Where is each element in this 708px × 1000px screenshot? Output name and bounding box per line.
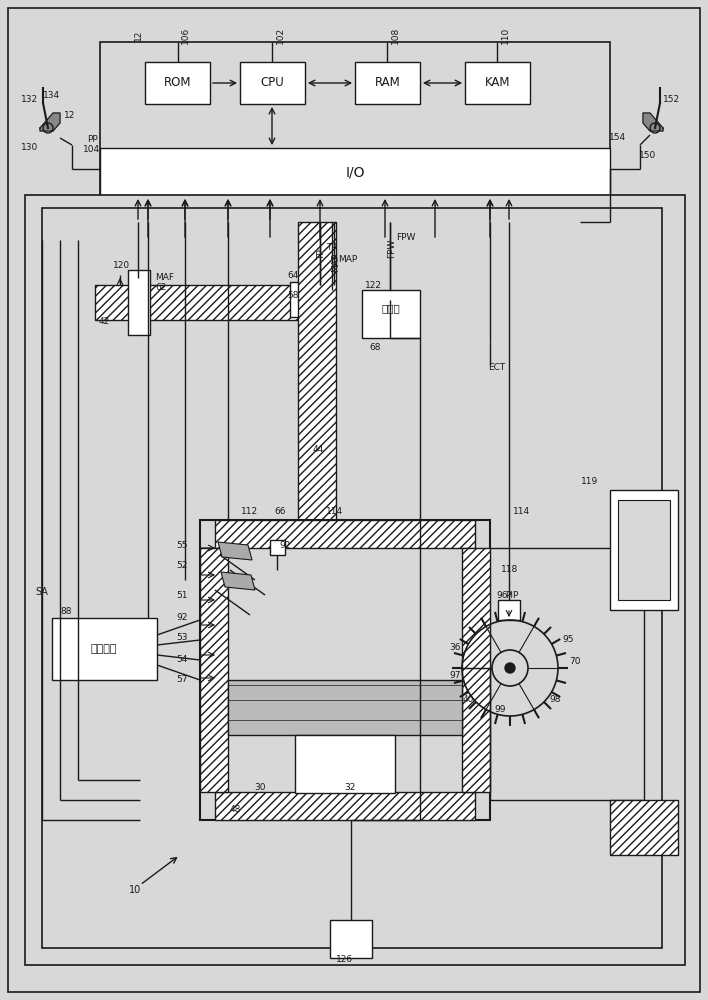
- Text: 51: 51: [176, 590, 188, 599]
- Polygon shape: [40, 113, 60, 131]
- Text: 102: 102: [275, 26, 285, 44]
- Bar: [610, 490, 678, 610]
- Text: 48: 48: [229, 806, 241, 814]
- Text: 54: 54: [176, 656, 188, 664]
- Text: 55: 55: [176, 540, 188, 550]
- Circle shape: [505, 663, 515, 673]
- Text: 114: 114: [326, 508, 343, 516]
- Text: 64: 64: [287, 270, 299, 279]
- Polygon shape: [643, 113, 663, 131]
- Bar: [270, 540, 285, 555]
- Text: FPW: FPW: [396, 233, 416, 242]
- Text: 118: 118: [501, 566, 519, 574]
- Bar: [215, 792, 475, 820]
- Text: 112: 112: [241, 508, 258, 516]
- Text: 95: 95: [562, 636, 573, 645]
- Bar: [228, 680, 462, 735]
- Bar: [610, 800, 678, 855]
- Text: TP: TP: [326, 243, 337, 252]
- Text: MAP: MAP: [338, 255, 358, 264]
- Polygon shape: [218, 542, 252, 560]
- Text: 106: 106: [181, 26, 190, 44]
- Text: 150: 150: [639, 150, 656, 159]
- Text: 99: 99: [494, 706, 506, 714]
- Bar: [362, 290, 420, 338]
- Text: 52: 52: [176, 560, 188, 570]
- Text: 130: 130: [21, 143, 39, 152]
- Text: 70: 70: [569, 658, 581, 666]
- Text: 108: 108: [391, 26, 399, 44]
- Text: 57: 57: [176, 676, 188, 684]
- Text: 10: 10: [129, 885, 141, 895]
- Bar: [145, 62, 210, 104]
- Text: 134: 134: [43, 91, 61, 100]
- Bar: [462, 548, 490, 792]
- Bar: [618, 500, 670, 600]
- Text: PIP: PIP: [506, 590, 519, 599]
- Text: 53: 53: [176, 634, 188, 643]
- Text: 119: 119: [581, 478, 599, 487]
- Bar: [42, 208, 662, 948]
- Text: 58: 58: [287, 290, 299, 300]
- Text: 36: 36: [450, 644, 461, 652]
- Text: 114: 114: [513, 508, 530, 516]
- Text: 88: 88: [60, 607, 72, 616]
- Text: 154: 154: [610, 133, 627, 142]
- Text: 40: 40: [462, 696, 474, 704]
- Bar: [200, 548, 228, 792]
- Text: 点火系统: 点火系统: [91, 644, 118, 654]
- Text: 12: 12: [134, 29, 142, 41]
- Bar: [298, 222, 336, 652]
- Bar: [240, 62, 305, 104]
- Text: FPW: FPW: [387, 238, 396, 258]
- Text: SA: SA: [35, 587, 48, 597]
- Text: 126: 126: [336, 956, 353, 964]
- Text: MAF: MAF: [155, 273, 174, 282]
- Bar: [295, 735, 395, 793]
- Bar: [52, 618, 157, 680]
- Text: 62: 62: [155, 284, 166, 292]
- Text: 152: 152: [663, 96, 680, 104]
- Text: ROM: ROM: [164, 77, 191, 90]
- Text: 120: 120: [113, 260, 130, 269]
- Text: 104: 104: [84, 145, 101, 154]
- Bar: [330, 920, 372, 958]
- Text: 12: 12: [64, 110, 76, 119]
- Text: 66: 66: [274, 508, 286, 516]
- Text: 驱动器: 驱动器: [382, 303, 401, 313]
- Text: 42: 42: [98, 318, 110, 326]
- Bar: [498, 600, 520, 620]
- Text: 68: 68: [370, 344, 381, 353]
- Text: RAM: RAM: [375, 77, 401, 90]
- Bar: [100, 42, 610, 222]
- Bar: [100, 148, 610, 196]
- Bar: [95, 285, 310, 320]
- Bar: [355, 62, 420, 104]
- Text: 32: 32: [344, 782, 355, 792]
- Text: 96: 96: [496, 590, 508, 599]
- Text: 92: 92: [280, 540, 291, 550]
- Bar: [128, 270, 150, 335]
- Bar: [215, 520, 475, 548]
- Text: 110: 110: [501, 26, 510, 44]
- Text: MAP: MAP: [331, 252, 341, 272]
- Text: ECT: ECT: [488, 363, 506, 372]
- Bar: [200, 520, 490, 820]
- Text: 122: 122: [365, 280, 382, 290]
- Text: 98: 98: [549, 696, 561, 704]
- Text: PP: PP: [86, 135, 98, 144]
- Polygon shape: [221, 572, 255, 590]
- Text: KAM: KAM: [485, 77, 510, 90]
- Text: CPU: CPU: [261, 77, 285, 90]
- Text: 30: 30: [254, 782, 266, 792]
- Text: TP: TP: [317, 250, 326, 260]
- Text: 97: 97: [450, 670, 461, 680]
- Text: 44: 44: [312, 446, 324, 454]
- Bar: [465, 62, 530, 104]
- Bar: [290, 282, 308, 317]
- Bar: [25, 195, 685, 965]
- Text: I/O: I/O: [346, 165, 365, 179]
- Text: 92: 92: [176, 613, 188, 622]
- Text: 132: 132: [21, 96, 38, 104]
